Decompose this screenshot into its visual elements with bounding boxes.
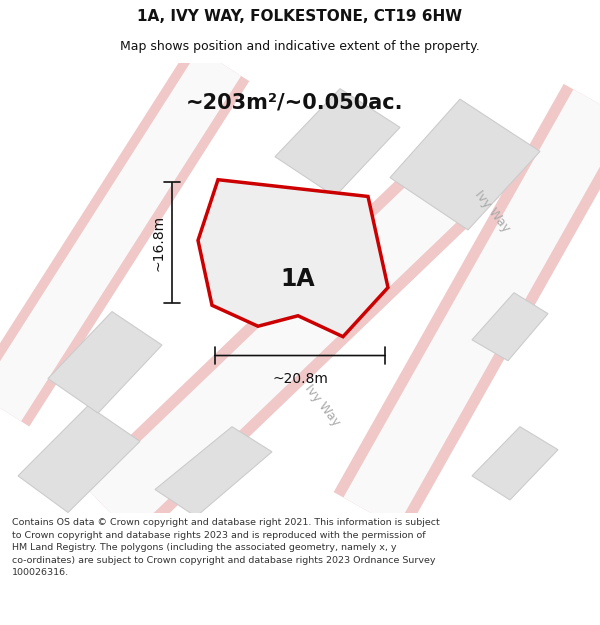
Text: ~16.8m: ~16.8m — [152, 214, 166, 271]
Polygon shape — [472, 427, 558, 500]
Text: ~20.8m: ~20.8m — [272, 372, 328, 386]
Text: ~203m²/~0.050ac.: ~203m²/~0.050ac. — [186, 92, 404, 112]
Polygon shape — [18, 406, 140, 512]
Text: Contains OS data © Crown copyright and database right 2021. This information is : Contains OS data © Crown copyright and d… — [12, 518, 440, 577]
Polygon shape — [155, 427, 272, 517]
Polygon shape — [390, 99, 540, 230]
Text: Map shows position and indicative extent of the property.: Map shows position and indicative extent… — [120, 40, 480, 52]
Text: 1A, IVY WAY, FOLKESTONE, CT19 6HW: 1A, IVY WAY, FOLKESTONE, CT19 6HW — [137, 9, 463, 24]
Polygon shape — [48, 312, 162, 413]
Polygon shape — [275, 89, 400, 196]
Text: Ivy Way: Ivy Way — [472, 188, 512, 234]
Polygon shape — [472, 292, 548, 361]
Text: Ivy Way: Ivy Way — [302, 382, 342, 429]
Polygon shape — [198, 180, 388, 337]
Text: 1A: 1A — [280, 267, 314, 291]
